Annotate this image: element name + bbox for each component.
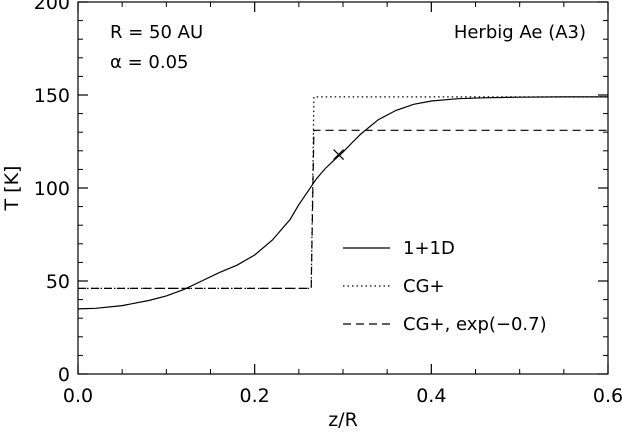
curve-marker (333, 149, 345, 160)
annotation-alpha: α = 0.05 (110, 52, 188, 73)
legend-label-cg: CG+ (403, 276, 445, 297)
curve-marker-stroke-b (333, 149, 345, 160)
x-tick-label: 0.4 (416, 385, 446, 407)
y-axis-label: T [K] (1, 166, 23, 212)
series-layer (77, 96, 608, 310)
x-tick-label: 0.0 (63, 385, 93, 407)
y-tick-label: 50 (46, 271, 70, 293)
x-tick-label: 0.6 (593, 385, 622, 407)
y-tick-label: 0 (58, 364, 70, 386)
series-line-1 (78, 96, 608, 289)
series-line-2 (78, 129, 608, 289)
y-tick-label: 200 (34, 0, 70, 14)
series-line-0 (77, 96, 608, 310)
legend-label-cg-exp: CG+, exp(−0.7) (403, 314, 547, 335)
legend: 1+1D CG+ CG+, exp(−0.7) (343, 238, 547, 335)
annotation-radius: R = 50 AU (110, 22, 203, 43)
legend-label-1p1d: 1+1D (403, 238, 455, 259)
x-tick-label: 0.2 (240, 385, 270, 407)
y-tick-label: 100 (34, 178, 70, 200)
ticks-layer: 0.0 0.2 0.4 0.6 0 50 100 150 200 (34, 0, 622, 407)
y-tick-label: 150 (34, 85, 70, 107)
annotation-star: Herbig Ae (A3) (454, 22, 586, 43)
x-axis-label: z/R (328, 409, 358, 431)
